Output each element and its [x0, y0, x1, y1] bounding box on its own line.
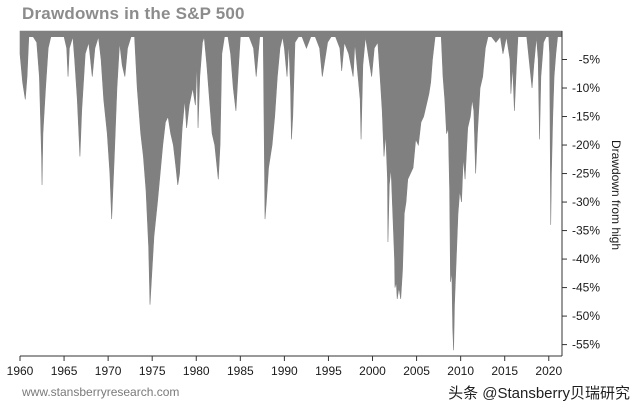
- x-tick-label-2010: 2010: [447, 364, 474, 378]
- x-tick-label-1985: 1985: [227, 364, 254, 378]
- y-tick-label--40: -40%: [572, 252, 600, 266]
- x-tick-label-2005: 2005: [403, 364, 430, 378]
- watermark: 头条 @Stansberry贝瑞研究: [448, 385, 630, 402]
- y-tick-label--45: -45%: [572, 281, 600, 295]
- x-tick-label-1995: 1995: [315, 364, 342, 378]
- chart-title: Drawdowns in the S&P 500: [22, 4, 245, 23]
- y-tick-label--30: -30%: [572, 195, 600, 209]
- x-tick-label-2000: 2000: [359, 364, 386, 378]
- y-axis-title: Drawdown from high: [609, 140, 623, 250]
- x-tick-label-1965: 1965: [51, 364, 78, 378]
- y-tick-label--5: -5%: [579, 53, 601, 67]
- drawdown-area-0: [19, 30, 563, 351]
- x-tick-label-1975: 1975: [139, 364, 166, 378]
- y-tick-label--55: -55%: [572, 338, 600, 352]
- x-axis: 1960 1965 1970 1975 1980 1985 1990 1995 2000 2005…: [7, 355, 562, 378]
- x-tick-label-1980: 1980: [183, 364, 210, 378]
- source-url: www.stansberryresearch.com: [22, 385, 180, 399]
- plot-area: [19, 30, 563, 351]
- y-tick-label--50: -50%: [572, 309, 600, 323]
- y-tick-label--15: -15%: [572, 110, 600, 124]
- y-axis: -5% -10% -15% -20% -25% -30% -35% -40% -45% -50% -…: [561, 31, 601, 356]
- x-tick-label-1960: 1960: [7, 364, 34, 378]
- x-tick-label-2020: 2020: [535, 364, 562, 378]
- y-tick-label--35: -35%: [572, 224, 600, 238]
- y-tick-label--20: -20%: [572, 138, 600, 152]
- y-tick-label--10: -10%: [572, 81, 600, 95]
- y-tick-label--25: -25%: [572, 167, 600, 181]
- x-tick-label-1970: 1970: [95, 364, 122, 378]
- x-tick-label-2015: 2015: [491, 364, 518, 378]
- x-tick-label-1990: 1990: [271, 364, 298, 378]
